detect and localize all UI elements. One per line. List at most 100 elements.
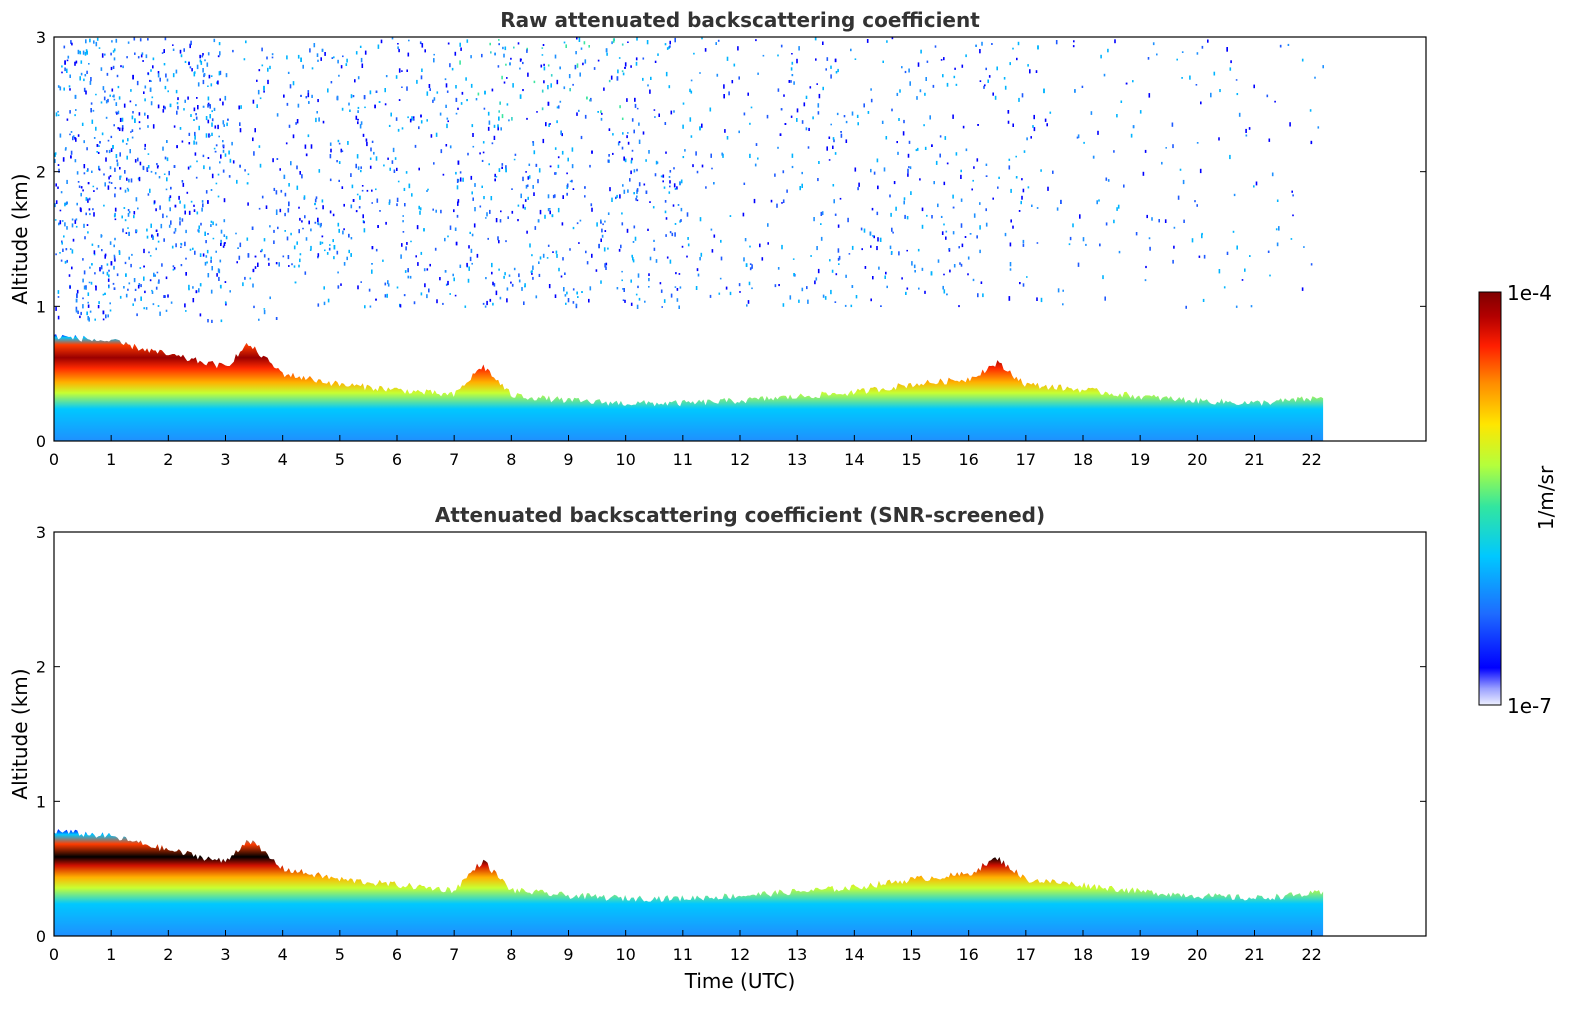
noise-speck	[177, 97, 179, 101]
noise-speck	[623, 156, 625, 161]
noise-speck	[484, 305, 487, 308]
noise-speck	[93, 40, 95, 44]
noise-speck	[289, 84, 292, 89]
noise-speck	[222, 149, 225, 153]
noise-speck	[303, 195, 306, 200]
noise-speck	[142, 166, 145, 171]
noise-speck	[71, 223, 74, 228]
noise-speck	[165, 188, 168, 191]
noise-speck	[406, 69, 408, 72]
noise-speck	[680, 219, 682, 222]
x-tick-label: 11	[673, 945, 693, 964]
noise-speck	[298, 229, 300, 234]
noise-speck	[189, 43, 191, 49]
noise-speck	[196, 211, 199, 215]
noise-speck	[273, 229, 275, 233]
noise-speck	[132, 74, 134, 80]
noise-speck	[1144, 149, 1147, 153]
noise-speck	[1077, 134, 1080, 139]
noise-speck	[1196, 142, 1199, 144]
noise-speck	[172, 265, 175, 268]
noise-speck	[113, 94, 115, 98]
noise-speck	[433, 97, 436, 101]
noise-speck	[834, 301, 837, 303]
noise-speck	[808, 127, 810, 131]
noise-speck	[315, 207, 318, 210]
noise-speck	[192, 247, 194, 250]
noise-speck	[222, 101, 224, 106]
noise-speck	[979, 80, 982, 82]
x-tick-label: 18	[1073, 450, 1093, 469]
noise-speck	[320, 57, 322, 61]
noise-speck	[128, 178, 130, 183]
noise-speck	[205, 255, 208, 258]
noise-speck	[130, 263, 132, 268]
noise-speck	[127, 189, 130, 192]
noise-speck	[1044, 118, 1047, 122]
noise-speck	[363, 95, 366, 100]
noise-speck	[288, 183, 290, 187]
noise-speck	[384, 294, 387, 298]
noise-speck	[1043, 88, 1045, 94]
noise-speck	[223, 219, 226, 223]
noise-speck	[559, 100, 562, 103]
noise-speck	[226, 122, 228, 127]
noise-speck	[205, 116, 208, 121]
noise-speck	[854, 167, 857, 172]
noise-speck	[689, 88, 691, 93]
noise-speck	[836, 112, 839, 116]
noise-speck	[657, 53, 659, 56]
noise-speck	[187, 166, 190, 170]
noise-speck	[501, 75, 503, 80]
noise-speck	[341, 150, 344, 152]
noise-speck	[719, 277, 722, 280]
noise-speck	[649, 201, 651, 203]
noise-speck	[217, 195, 220, 198]
noise-speck	[604, 263, 606, 268]
noise-speck	[1018, 97, 1020, 102]
noise-speck	[132, 303, 134, 306]
y-tick-label: 2	[36, 163, 46, 182]
noise-speck	[104, 292, 106, 295]
noise-speck	[337, 222, 340, 227]
noise-speck	[774, 284, 777, 288]
noise-speck	[622, 299, 625, 301]
noise-speck	[943, 223, 945, 226]
noise-speck	[420, 114, 422, 118]
noise-speck	[1125, 82, 1128, 85]
noise-speck	[69, 285, 71, 289]
noise-speck	[1026, 276, 1028, 278]
noise-speck	[637, 285, 639, 289]
noise-speck	[585, 250, 587, 254]
noise-speck	[517, 219, 519, 222]
noise-speck	[669, 170, 672, 173]
noise-speck	[818, 93, 821, 99]
noise-speck	[389, 167, 391, 171]
x-tick-label: 14	[844, 450, 864, 469]
noise-speck	[219, 259, 222, 263]
noise-speck	[757, 157, 759, 160]
noise-speck	[954, 67, 956, 70]
noise-speck	[275, 190, 278, 195]
x-tick-label: 8	[506, 945, 516, 964]
noise-speck	[113, 98, 116, 101]
noise-speck	[1098, 199, 1100, 202]
noise-speck	[174, 228, 177, 232]
noise-speck	[822, 294, 825, 298]
noise-speck	[567, 298, 570, 303]
noise-speck	[1229, 154, 1231, 160]
noise-speck	[1055, 40, 1058, 45]
noise-speck	[774, 173, 776, 177]
noise-speck	[601, 228, 603, 233]
noise-speck	[526, 184, 529, 187]
noise-speck	[179, 221, 181, 226]
noise-speck	[203, 73, 206, 76]
noise-speck	[165, 309, 168, 312]
noise-speck	[520, 58, 522, 61]
noise-speck	[847, 217, 849, 223]
noise-speck	[576, 63, 579, 68]
noise-speck	[317, 217, 319, 222]
noise-speck	[738, 76, 740, 80]
noise-speck	[211, 122, 213, 127]
noise-speck	[885, 136, 888, 140]
